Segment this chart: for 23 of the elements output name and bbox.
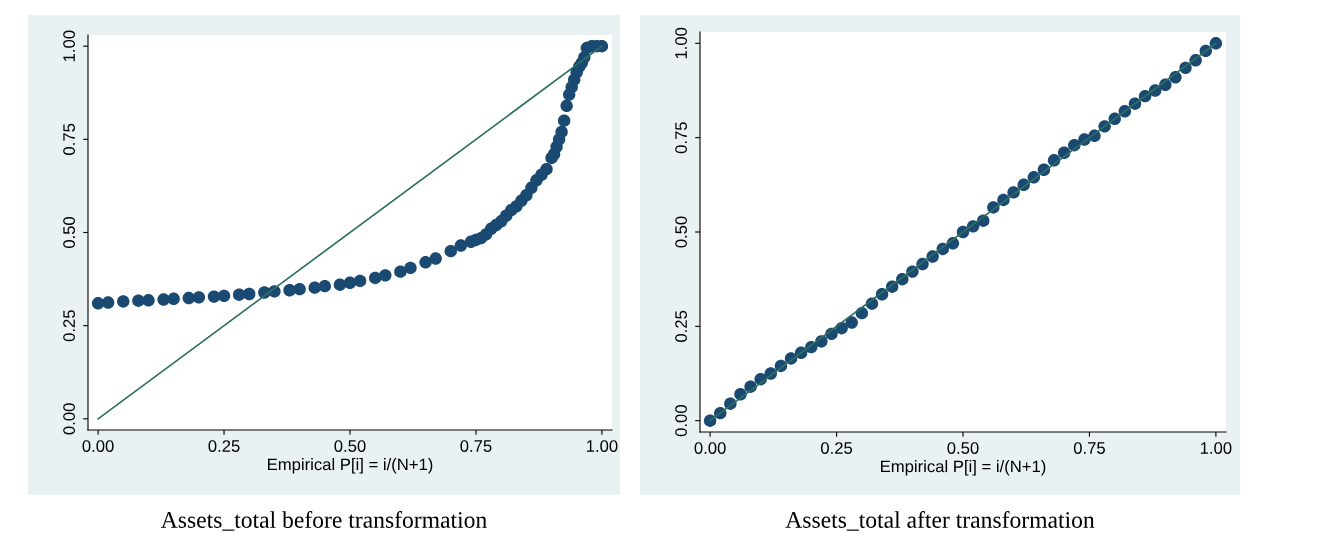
text: Assets_total before transformation xyxy=(160,511,487,531)
x-tick-label: 0.75 xyxy=(1073,442,1105,454)
x-tick-label: 0.50 xyxy=(947,442,979,454)
x-tick-label: 0.25 xyxy=(208,440,240,452)
x-tick-label: 0.50 xyxy=(334,440,366,452)
x-tick-label: 1.00 xyxy=(586,440,618,452)
y-tick-label: 0.50 xyxy=(63,216,75,249)
y-tick-label: 0.75 xyxy=(675,122,687,154)
x-axis-title: Empirical P[i] = i/(N+1) xyxy=(268,458,433,474)
x-tick-label: 0.25 xyxy=(820,442,853,454)
y-tick-label: 1.00 xyxy=(63,30,75,62)
y-tick-label: 0.25 xyxy=(675,310,687,342)
y-tick-label: 1.00 xyxy=(675,27,687,59)
y-tick-label: 0.75 xyxy=(63,123,75,155)
y-tick-label: 0.25 xyxy=(63,310,75,342)
x-tick-label: 0.00 xyxy=(82,440,114,452)
y-tick-label: 0.50 xyxy=(675,216,687,248)
x-tick-label: 0.00 xyxy=(694,442,726,454)
x-tick-label: 1.00 xyxy=(1200,442,1232,454)
point xyxy=(845,316,858,329)
x-axis-title: Empirical P[i] = i/(N+1) xyxy=(881,460,1046,476)
x-tick-label: 0.75 xyxy=(460,440,492,452)
text: Assets_total after transformation xyxy=(785,511,1095,531)
